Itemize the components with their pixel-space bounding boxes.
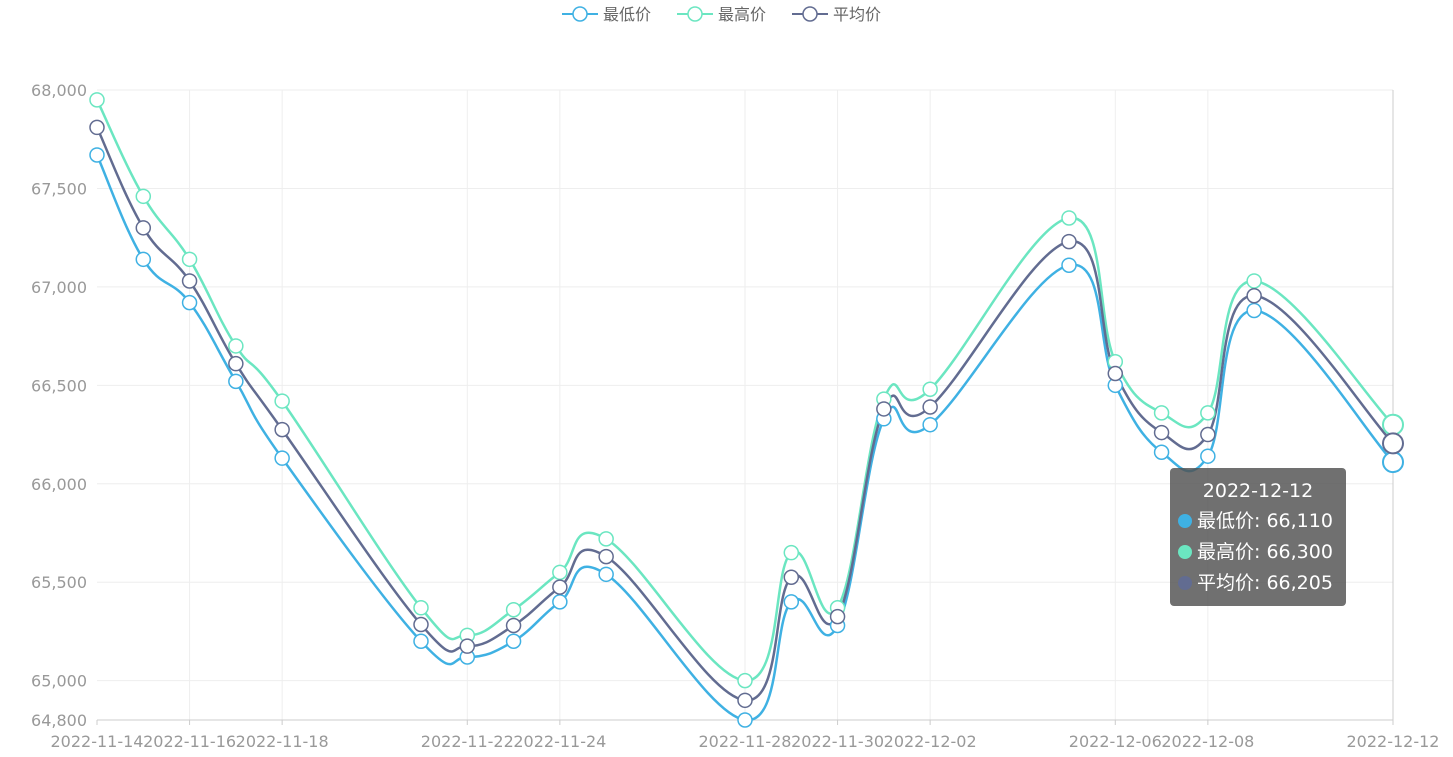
data-point-avg <box>89 119 105 136</box>
legend-line-circle-icon <box>792 6 828 22</box>
data-point-high <box>552 564 568 581</box>
data-point-low <box>413 633 429 649</box>
y-tick-label: 66,500 <box>31 376 87 395</box>
legend-item-high[interactable]: 最高价 <box>676 3 766 27</box>
data-point-low <box>181 294 198 311</box>
data-point-low <box>922 416 938 433</box>
data-point-low <box>505 633 522 649</box>
x-tick-label: 2022-11-14 <box>51 732 144 751</box>
data-point-high <box>1061 210 1077 226</box>
x-tick-label: 2022-11-24 <box>513 732 606 751</box>
data-point-high <box>922 381 938 397</box>
data-point-avg <box>1246 287 1262 304</box>
data-point-high <box>1382 413 1404 436</box>
data-point-high <box>598 531 614 547</box>
x-tick-label: 2022-11-22 <box>421 732 514 751</box>
data-point-high <box>89 92 105 108</box>
legend-label: 最低价 <box>603 5 652 24</box>
data-point-low <box>1200 448 1216 464</box>
tooltip-dot-high <box>1178 545 1192 559</box>
data-point-high <box>413 600 429 616</box>
data-point-low <box>1153 444 1170 460</box>
tooltip-label-high: 最高价: 66,300 <box>1197 541 1333 563</box>
tooltip-row-high: 最高价: 66,300 <box>1178 537 1338 568</box>
x-tick-label: 2022-11-18 <box>236 732 329 751</box>
x-tick-label: 2022-12-06 <box>1069 732 1162 751</box>
chart-tooltip: 2022-12-12 最低价: 66,110 最高价: 66,300 平均价: … <box>1170 468 1346 606</box>
tooltip-row-avg: 平均价: 66,205 <box>1178 568 1338 599</box>
data-point-high <box>135 188 152 205</box>
data-point-avg <box>1107 365 1124 382</box>
legend-line-circle-icon <box>562 6 598 22</box>
data-point-avg <box>228 355 244 372</box>
data-point-high <box>181 251 198 268</box>
data-point-low <box>135 251 152 268</box>
data-point-avg <box>922 399 938 415</box>
data-point-low <box>552 594 568 610</box>
y-tick-label: 65,000 <box>31 672 87 691</box>
legend-line-circle-icon <box>677 6 713 22</box>
data-point-avg <box>181 273 198 289</box>
tooltip-label-avg: 平均价: 66,205 <box>1197 572 1333 594</box>
x-tick-label: 2022-11-28 <box>699 732 792 751</box>
data-point-avg <box>1061 233 1077 250</box>
data-point-avg <box>737 692 753 709</box>
data-point-avg <box>552 579 568 595</box>
x-tick-label: 2022-12-02 <box>884 732 977 751</box>
y-tick-label: 66,000 <box>31 475 87 494</box>
tooltip-title: 2022-12-12 <box>1202 480 1314 502</box>
data-point-low <box>274 450 290 466</box>
y-tick-label: 67,000 <box>31 278 87 297</box>
legend-label: 最高价 <box>718 5 767 24</box>
data-point-low <box>737 712 753 728</box>
x-tick-label: 2022-12-12 <box>1347 732 1440 751</box>
data-point-high <box>1200 405 1216 421</box>
data-point-avg <box>1153 424 1170 441</box>
legend-label: 平均价 <box>833 5 882 24</box>
legend-item-avg[interactable]: 平均价 <box>791 3 881 27</box>
data-point-high <box>228 338 244 354</box>
data-point-low <box>89 147 105 163</box>
series-line-high <box>95 99 1394 682</box>
data-point-high <box>1153 405 1170 421</box>
data-point-low <box>1382 451 1404 474</box>
data-point-avg <box>876 401 892 417</box>
x-tick-label: 2022-11-30 <box>791 732 884 751</box>
data-point-low <box>598 566 614 583</box>
data-point-avg <box>1200 426 1216 443</box>
data-point-high <box>274 393 290 409</box>
y-tick-label: 64,800 <box>31 711 87 730</box>
data-point-avg <box>459 638 476 654</box>
data-point-high <box>505 602 522 618</box>
series-line-avg <box>95 126 1394 702</box>
legend-item-low[interactable]: 最低价 <box>561 3 651 27</box>
tooltip-row-low: 最低价: 66,110 <box>1178 506 1338 537</box>
data-point-low <box>783 594 800 610</box>
data-point-high <box>1246 273 1262 289</box>
data-point-high <box>737 672 753 689</box>
data-point-avg <box>135 220 152 236</box>
tooltip-dot-avg <box>1178 576 1192 590</box>
y-tick-label: 68,000 <box>31 81 87 100</box>
data-point-avg <box>1382 432 1404 455</box>
data-point-high <box>783 544 800 561</box>
data-point-avg <box>598 548 614 565</box>
data-point-low <box>1246 302 1262 319</box>
data-point-avg <box>413 616 429 633</box>
tooltip-dot-low <box>1178 514 1192 528</box>
y-tick-label: 67,500 <box>31 179 87 198</box>
x-tick-label: 2022-12-08 <box>1161 732 1254 751</box>
x-tick-label: 2022-11-16 <box>143 732 236 751</box>
data-point-avg <box>505 617 522 634</box>
series-line-low <box>95 154 1394 722</box>
data-point-avg <box>783 569 800 586</box>
data-point-low <box>228 373 244 390</box>
data-point-avg <box>274 421 290 438</box>
tooltip-label-low: 最低价: 66,110 <box>1197 510 1333 532</box>
data-point-avg <box>829 608 846 625</box>
y-tick-label: 65,500 <box>31 573 87 592</box>
data-point-low <box>1061 257 1077 273</box>
